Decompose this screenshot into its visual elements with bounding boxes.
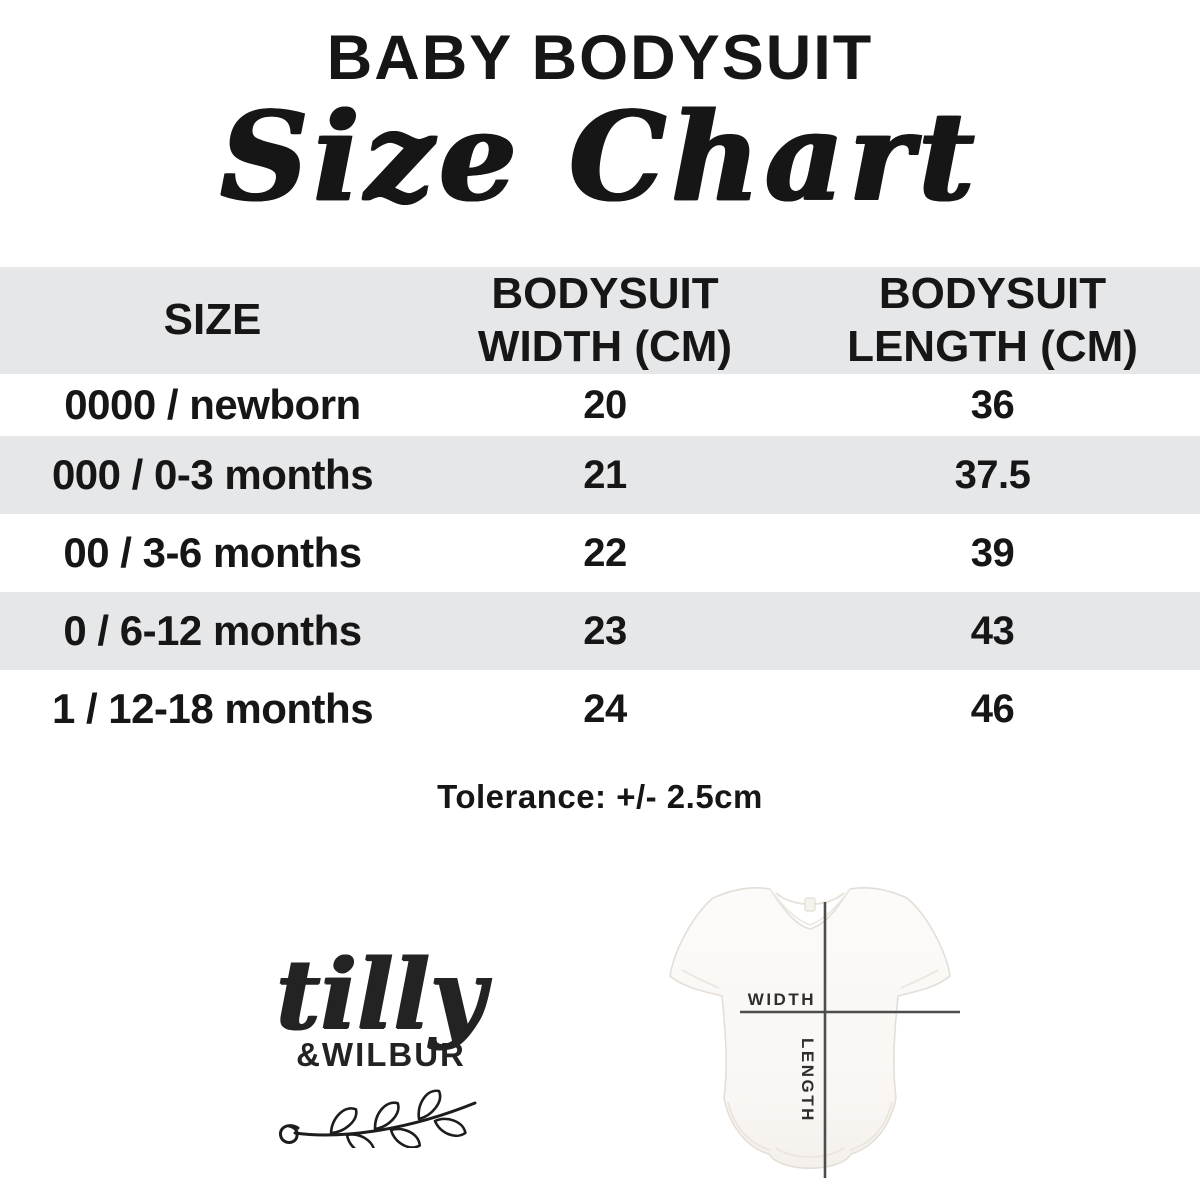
table-header-row: SIZE BODYSUIT WIDTH (CM) BODYSUIT LENGTH…: [0, 267, 1200, 374]
table-row: 0000 / newborn 20 36: [0, 374, 1200, 436]
width-label: WIDTH: [748, 990, 816, 1009]
width-cell: 23: [583, 608, 627, 653]
table-row: 000 / 0-3 months 21 37.5: [0, 436, 1200, 514]
table-row: 0 / 6-12 months 23 43: [0, 592, 1200, 670]
size-cell: 1 / 12-18 months: [51, 685, 374, 732]
length-cell: 36: [970, 382, 1015, 427]
width-cell: 22: [583, 530, 627, 575]
brand-logo: tilly &WILBUR: [253, 933, 509, 1156]
size-cell: 00 / 3-6 months: [63, 529, 362, 576]
size-cell: 0 / 6-12 months: [63, 607, 362, 654]
brand-name-script: tilly: [276, 938, 486, 1051]
length-label: LENGTH: [798, 1038, 817, 1123]
width-cell: 21: [583, 452, 627, 497]
size-table: SIZE BODYSUIT WIDTH (CM) BODYSUIT LENGTH…: [0, 267, 1200, 748]
bodysuit-illustration: WIDTH LENGTH: [656, 876, 968, 1190]
size-cell: 0000 / newborn: [64, 381, 361, 428]
brand-name-caps: &WILBUR: [296, 1035, 466, 1073]
size-cell: 000 / 0-3 months: [51, 451, 374, 498]
tolerance-note: Tolerance: +/- 2.5cm: [437, 778, 763, 815]
length-cell: 43: [970, 608, 1015, 653]
table-row: 00 / 3-6 months 22 39: [0, 514, 1200, 592]
width-cell: 20: [583, 382, 627, 427]
length-cell: 46: [970, 686, 1015, 731]
page-subtitle-script: Size Chart: [220, 84, 980, 228]
column-header-width: BODYSUIT WIDTH (CM): [477, 268, 733, 371]
length-cell: 39: [970, 530, 1015, 575]
onesie-outline: [669, 887, 951, 1169]
length-cell: 37.5: [954, 452, 1031, 497]
neck-tag: [804, 897, 816, 912]
column-header-length: BODYSUIT LENGTH (CM): [847, 268, 1138, 371]
laurel-branch-icon: [253, 1076, 509, 1156]
page-title: BABY BODYSUIT: [326, 23, 874, 93]
width-cell: 24: [583, 686, 627, 731]
table-row: 1 / 12-18 months 24 46: [0, 670, 1200, 748]
column-header-size: SIZE: [163, 295, 262, 345]
